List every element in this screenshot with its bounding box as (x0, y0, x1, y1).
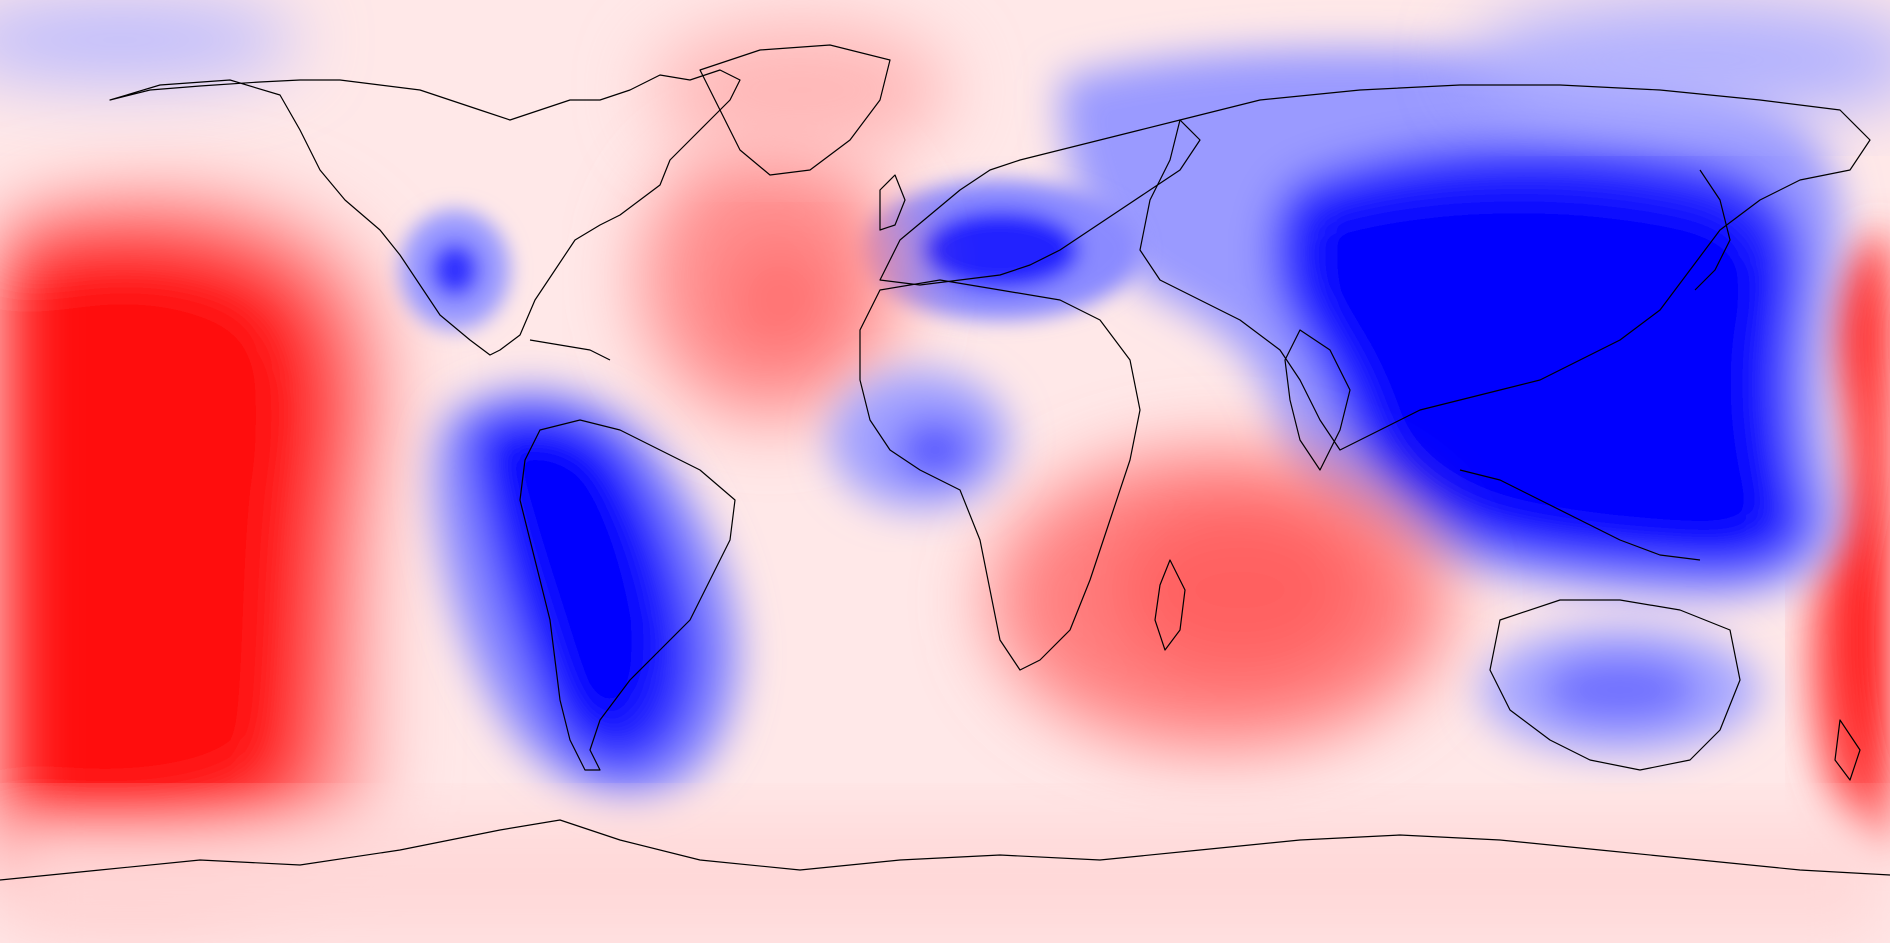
antarctica-weak-positive (0, 820, 1890, 943)
coastline-australia (1489, 599, 1741, 771)
coastline-indonesia (1459, 469, 1701, 561)
north-atlantic-positive (640, 140, 900, 420)
south-america-negative (433, 387, 740, 801)
coastline-africa (859, 279, 1141, 671)
arctic-negative (0, 0, 1890, 120)
coastline-new-zealand (1834, 719, 1861, 781)
coastline-india (1284, 329, 1351, 471)
australia-negative (1480, 625, 1760, 755)
asia-maritime-continent-negative (1060, 48, 1842, 601)
indian-ocean-positive (990, 450, 1450, 750)
greenland-positive (650, 20, 950, 160)
coastline-uk (879, 174, 906, 231)
northeast-pacific-negative-spot (400, 210, 510, 330)
coastline-north-america (109, 69, 741, 356)
europe-alps-negative (860, 180, 1140, 320)
coastline-south-america (519, 419, 736, 771)
coastline-madagascar (1154, 559, 1186, 651)
coastline-asia (1139, 84, 1871, 451)
coastline-greenland (699, 44, 891, 176)
coastline-caribbean (529, 339, 611, 361)
coastline-japan (1694, 169, 1731, 291)
coastlines (0, 44, 1890, 881)
central-pacific-positive (0, 184, 399, 905)
western-pacific-positive-edge (1809, 230, 1890, 850)
coastline-antarctica (0, 819, 1890, 881)
west-africa-negative (830, 370, 1010, 510)
coastline-europe (879, 119, 1201, 286)
